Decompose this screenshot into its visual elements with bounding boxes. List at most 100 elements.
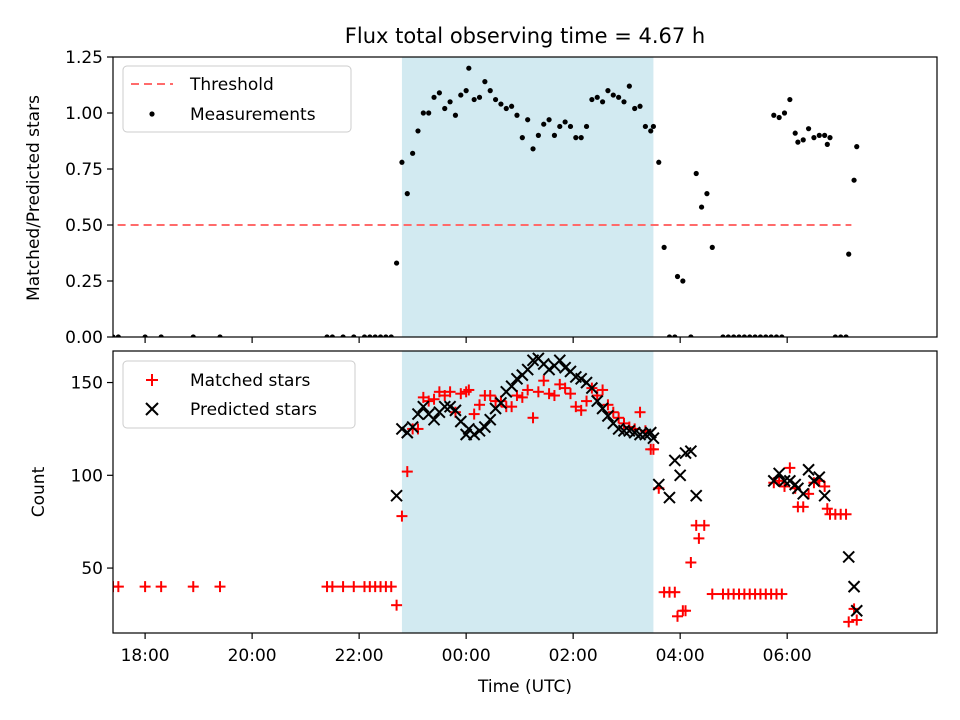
- predicted-star-point: [443, 400, 457, 413]
- measurement-point: [741, 334, 747, 337]
- bottom-ylabel: Count: [29, 466, 49, 517]
- matched-star-point: [484, 390, 496, 402]
- measurement-point: [832, 334, 838, 337]
- measurement-point: [757, 334, 764, 337]
- matched-star-point: [337, 581, 349, 593]
- top-points: [113, 65, 860, 337]
- predicted-star-point: [467, 428, 481, 441]
- matched-star-point: [669, 586, 681, 598]
- measurement-point: [698, 204, 705, 210]
- matched-star-point: [680, 605, 692, 617]
- measurement-point: [693, 170, 699, 177]
- measurement-point: [800, 137, 806, 143]
- matched-star-point: [575, 404, 587, 416]
- measurement-point: [763, 334, 769, 337]
- x-tick-label: 04:00: [656, 646, 705, 666]
- measurement-point: [578, 135, 584, 141]
- matched-star-point: [634, 406, 646, 418]
- matched-star-point: [784, 462, 796, 474]
- predicted-star-point: [553, 354, 566, 367]
- measurement-point: [854, 144, 860, 150]
- y-tick-label: 0.75: [65, 160, 103, 180]
- matched-star-point: [803, 488, 815, 500]
- legend-measurements-label: Measurements: [190, 105, 316, 125]
- y-tick-label: 50: [81, 559, 103, 579]
- measurement-point: [771, 112, 777, 118]
- matched-star-point: [706, 588, 718, 600]
- matched-star-point: [532, 386, 544, 398]
- measurement-point: [415, 128, 421, 134]
- chart-title: Flux total observing time = 4.67 h: [345, 24, 705, 48]
- measurement-point: [383, 334, 389, 337]
- measurement-point: [466, 65, 472, 71]
- measurement-point: [621, 99, 627, 105]
- bottom-panel: 50 100 150 18:00 20:00 22:00 00:00 02:00 04:00 0…: [29, 350, 938, 697]
- measurement-point: [514, 112, 520, 118]
- measurement-point: [367, 334, 373, 337]
- x-tick-label: 20:00: [228, 646, 277, 666]
- x-tick-label: 06:00: [763, 646, 812, 666]
- predicted-star-point: [390, 489, 403, 502]
- measurement-point: [458, 92, 464, 98]
- measurement-point: [787, 96, 793, 103]
- measurement-point: [736, 334, 742, 337]
- x-axis-label: Time (UTC): [477, 677, 572, 697]
- measurement-point: [731, 334, 737, 337]
- predicted-star-point: [427, 413, 441, 426]
- predicted-star-point: [633, 428, 647, 441]
- predicted-star-point: [558, 361, 572, 374]
- top-shaded-span: [401, 57, 654, 337]
- predicted-star-point: [438, 400, 451, 413]
- predicted-star-point: [684, 444, 698, 458]
- measurement-point: [492, 96, 499, 103]
- legend-predicted-swatch: [145, 402, 159, 416]
- measurement-point: [431, 94, 437, 100]
- measurement-point: [838, 334, 844, 337]
- measurement-point: [672, 334, 678, 337]
- matched-star-point: [391, 599, 403, 611]
- predicted-star-point: [591, 394, 604, 408]
- measurement-point: [725, 334, 731, 337]
- measurement-point: [420, 110, 426, 116]
- matched-star-point: [187, 581, 199, 593]
- measurement-point: [361, 334, 368, 337]
- measurement-point: [476, 94, 483, 100]
- measurement-point: [752, 334, 758, 337]
- matched-star-point: [527, 412, 539, 424]
- measurement-point: [822, 132, 828, 138]
- matched-star-point: [564, 388, 576, 400]
- measurement-point: [648, 128, 654, 134]
- measurement-point: [851, 177, 857, 183]
- predicted-star-point: [772, 467, 786, 480]
- x-tick-label: 02:00: [549, 646, 598, 666]
- predicted-star-point: [484, 413, 497, 426]
- measurement-point: [709, 244, 715, 250]
- matched-star-point: [113, 581, 124, 593]
- measurement-point: [846, 251, 852, 257]
- measurement-point: [482, 79, 488, 85]
- predicted-star-point: [521, 363, 534, 376]
- measurement-point: [583, 123, 590, 130]
- predicted-star-point: [850, 604, 863, 617]
- matched-star-point: [468, 408, 480, 420]
- top-yticks: 0.00 0.25 0.50 0.75 1.00 1.25: [65, 48, 113, 348]
- measurement-point: [503, 105, 509, 112]
- predicted-star-point: [478, 420, 492, 434]
- matched-star-point: [401, 466, 413, 478]
- measurement-point: [626, 83, 632, 89]
- y-tick-label: 100: [71, 466, 103, 486]
- measurement-point: [190, 334, 196, 337]
- measurement-point: [747, 334, 753, 337]
- measurement-point: [567, 123, 574, 130]
- predicted-star-point: [802, 463, 815, 476]
- predicted-star-point: [652, 478, 665, 491]
- measurement-point: [509, 103, 515, 109]
- measurement-point: [551, 132, 558, 138]
- measurement-point: [656, 159, 662, 165]
- matched-star-point: [522, 384, 534, 396]
- measurement-point: [562, 119, 568, 125]
- matched-star-point: [385, 581, 397, 593]
- measurement-point: [535, 132, 541, 138]
- matched-star-point: [597, 384, 609, 396]
